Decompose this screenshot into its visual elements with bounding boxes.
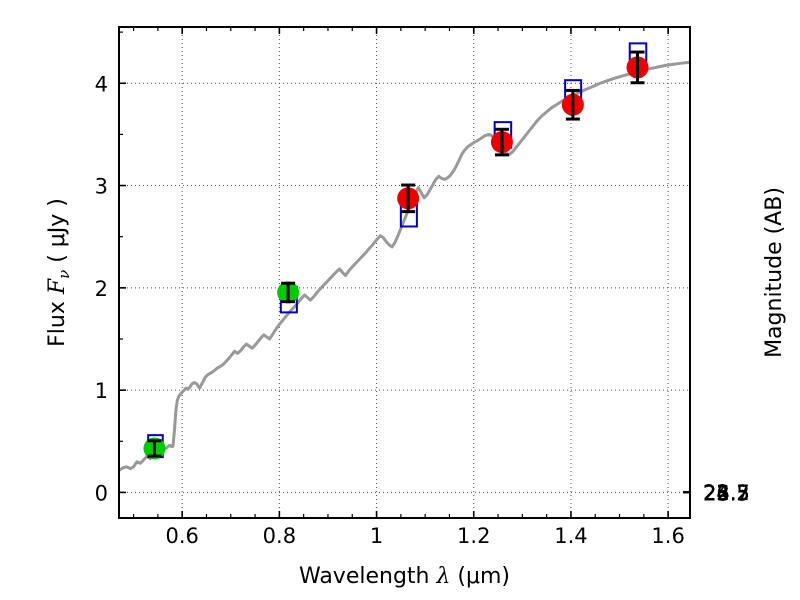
photometry-optical-group — [143, 281, 300, 460]
mag-tick-label-2: 22.7 — [703, 481, 750, 505]
photometry-nir-errorbar-0 — [401, 183, 416, 214]
y-axis-title-subscript: ν — [55, 270, 73, 279]
y-axis-title-symbol: F — [45, 278, 70, 295]
x-tick-label-5: 1.6 — [651, 524, 684, 548]
y-tick-label-4: 4 — [95, 72, 108, 96]
x-axis: 0.6 0.8 1 1.2 1.4 1.6 — [132, 27, 685, 548]
y-axis-left: 0 1 2 3 4 — [95, 31, 126, 505]
mag-tick-label-8: 25 — [703, 481, 730, 505]
mag-tick-label-0: 22.3 — [703, 481, 750, 505]
mag-tick-label-6: 24 — [703, 481, 730, 505]
right-axis-title: Magnitude (AB) — [762, 187, 787, 358]
y-axis-title-text: Flux — [45, 294, 70, 347]
photometry-nir-group — [397, 42, 649, 228]
photometry-nir-errorbar-3 — [630, 50, 645, 85]
x-axis-title-symbol: λ — [435, 564, 450, 589]
x-axis-title-units: (μm) — [450, 564, 510, 589]
y-tick-label-1: 1 — [95, 379, 108, 403]
mag-tick-label-4: 23.2 — [703, 481, 750, 505]
y-tick-label-3: 3 — [95, 175, 108, 199]
mag-tick-label-3: 23 — [703, 481, 730, 505]
mag-tick-label-1: 22.5 — [703, 481, 750, 505]
x-axis-title: Wavelength λ (μm) — [299, 564, 510, 589]
mag-tick-label-7: 24.5 — [703, 481, 750, 505]
photometry-nir-errorbar-1 — [494, 127, 509, 157]
y-axis-title: Flux Fν ( μJy ) — [45, 198, 73, 347]
y-axis-title-units: ( μJy ) — [45, 198, 70, 270]
y-tick-label-2: 2 — [95, 277, 108, 301]
mag-tick-label-5: 23.5 — [703, 481, 750, 505]
spectrum-line — [119, 60, 690, 472]
photometry-optical-errorbar-0 — [147, 439, 162, 458]
x-tick-label-3: 1.2 — [457, 524, 490, 548]
x-tick-label-1: 0.8 — [263, 524, 296, 548]
x-tick-label-2: 1 — [370, 524, 383, 548]
plot-background — [119, 27, 690, 518]
photometry-optical-errorbar-1 — [281, 281, 296, 304]
axes-frame — [118, 26, 691, 519]
y-tick-label-0: 0 — [95, 481, 108, 505]
x-tick-label-0: 0.6 — [165, 524, 198, 548]
photometry-nir-errorbar-2 — [565, 88, 580, 121]
x-axis-title-text: Wavelength — [299, 564, 437, 589]
mag-tick-label-9: 26 — [703, 481, 730, 505]
x-tick-label-4: 1.4 — [554, 524, 587, 548]
